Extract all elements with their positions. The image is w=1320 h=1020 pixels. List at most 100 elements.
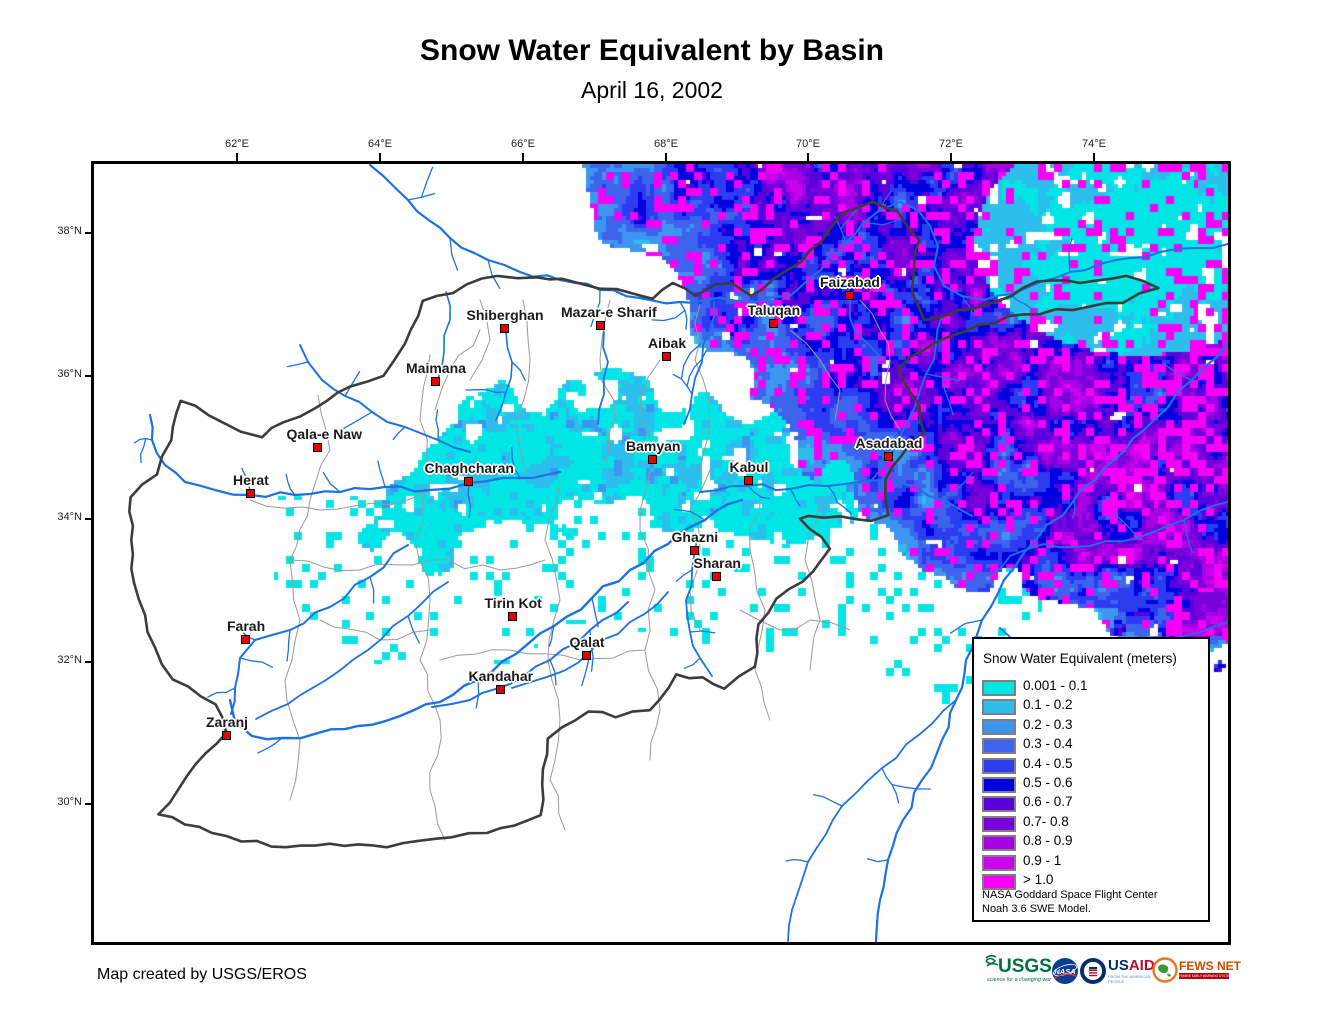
legend-range-label: 0.9 - 1: [1023, 852, 1062, 868]
legend-row: > 1.0: [974, 872, 1204, 891]
river-branch: [961, 295, 975, 317]
river: [228, 498, 744, 741]
legend-title: Snow Water Equivalent (meters): [983, 651, 1177, 666]
river-branch: [140, 437, 147, 464]
lat-tick-label: 34°N: [57, 511, 82, 523]
river-branch: [789, 488, 801, 507]
legend-source-line2: Noah 3.6 SWE Model.: [982, 903, 1091, 915]
river-branch: [942, 376, 954, 416]
lat-tick-label: 36°N: [57, 368, 82, 380]
city-label: Qalat: [569, 634, 605, 650]
lon-tick-label: 70°E: [796, 138, 820, 150]
province-boundary: [689, 469, 711, 631]
province-boundary: [748, 489, 771, 721]
river-branch: [343, 411, 373, 430]
river-branch: [133, 437, 153, 444]
lon-tick-label: 68°E: [654, 138, 678, 150]
usaid-logo: USAID FROM THE AMERICAN PEOPLE: [1108, 957, 1160, 985]
city-label: Zaranj: [206, 714, 249, 730]
legend-swatch: [982, 699, 1016, 716]
river-branch: [465, 388, 507, 394]
lon-tick-mark: [522, 153, 524, 162]
river-branch: [407, 615, 420, 644]
legend-row: 0.5 - 0.6: [974, 775, 1204, 794]
legend-range-label: 0.8 - 0.9: [1023, 833, 1073, 849]
river: [987, 501, 1228, 577]
title-block: Snow Water Equivalent by Basin April 16,…: [0, 34, 1304, 104]
river-branch: [322, 472, 341, 493]
lon-tick-mark: [379, 153, 381, 162]
page-subtitle: April 16, 2002: [581, 77, 723, 103]
legend-row: 0.3 - 0.4: [974, 736, 1204, 755]
river-branch: [827, 485, 853, 515]
usaid-tagline: FROM THE AMERICAN PEOPLE: [1108, 974, 1151, 984]
legend-range-label: > 1.0: [1023, 872, 1054, 887]
river-branch: [785, 858, 809, 863]
lon-tick-mark: [1093, 153, 1095, 162]
river-branch: [866, 858, 889, 863]
river-branch: [591, 597, 599, 628]
lat-tick-mark: [85, 661, 94, 663]
legend-swatch: [982, 738, 1016, 755]
city-dot: [246, 489, 255, 498]
river: [511, 591, 669, 689]
city-dot: [662, 352, 671, 361]
province-boundary: [439, 649, 646, 661]
city-label: Mazar-e Sharif: [561, 304, 657, 320]
city-dot: [222, 731, 231, 740]
river-branch: [239, 657, 273, 668]
nasa-swoosh-icon: [1054, 973, 1077, 979]
river-branch: [286, 361, 309, 368]
fewsnet-logo: FEWS NET FAMINE EARLY WARNING SYSTEMS NE…: [1179, 959, 1241, 982]
city-label: Ghazni: [671, 529, 719, 545]
city-dot: [884, 452, 893, 461]
river: [148, 413, 562, 498]
map-frame: Faizabad Taluqan Mazar-e Sharif Shiberghan A…: [91, 161, 1231, 945]
river-branch: [1071, 499, 1076, 519]
city-dot: [241, 635, 250, 644]
river-branch: [475, 679, 480, 709]
river: [865, 457, 890, 482]
river-branch: [1113, 513, 1139, 539]
river-branch: [590, 289, 601, 327]
usgs-logo: USGS science for a changing world: [985, 953, 1056, 987]
province-boundary: [639, 359, 661, 441]
nasa-logo: NASA: [1051, 957, 1079, 985]
river: [874, 340, 1228, 942]
usgs-wordmark: USGS: [998, 956, 1051, 977]
river-branch: [675, 569, 693, 582]
city-label: Shiberghan: [466, 307, 544, 323]
city-dot: [648, 455, 657, 464]
legend-swatch: [982, 796, 1016, 813]
usaid-seal: [1079, 957, 1107, 985]
river-branch: [285, 473, 296, 496]
page-title: Snow Water Equivalent by Basin: [420, 34, 884, 67]
river-branch: [680, 343, 702, 380]
city-label: Faizabad: [820, 274, 880, 290]
city-label: Farah: [227, 618, 266, 634]
fewsnet-wordmark: FEWS NET: [1179, 959, 1241, 973]
river-branch: [392, 426, 406, 441]
river-branch: [840, 205, 861, 230]
legend-row: 0.1 - 0.2: [974, 697, 1204, 716]
river: [597, 331, 609, 425]
lon-tick-label: 66°E: [511, 138, 535, 150]
river: [255, 581, 449, 720]
lat-tick-mark: [85, 803, 94, 805]
city-dot: [313, 443, 322, 452]
legend-row: 0.6 - 0.7: [974, 794, 1204, 813]
legend-swatch: [982, 777, 1016, 793]
lat-tick-label: 32°N: [57, 654, 82, 666]
river-branch: [1183, 519, 1193, 553]
river-branch: [548, 625, 555, 647]
lon-tick-label: 62°E: [225, 138, 249, 150]
legend-range-label: 0.5 - 0.6: [1023, 775, 1073, 790]
map-credit: Map created by USGS/EROS: [97, 966, 307, 983]
lon-tick-mark: [807, 153, 809, 162]
lon-tick-mark: [236, 153, 238, 162]
usaid-wordmark: USAID: [1108, 957, 1155, 974]
city-label: Chaghcharan: [424, 460, 514, 476]
river-branch: [207, 687, 236, 698]
province-boundary: [289, 559, 546, 572]
